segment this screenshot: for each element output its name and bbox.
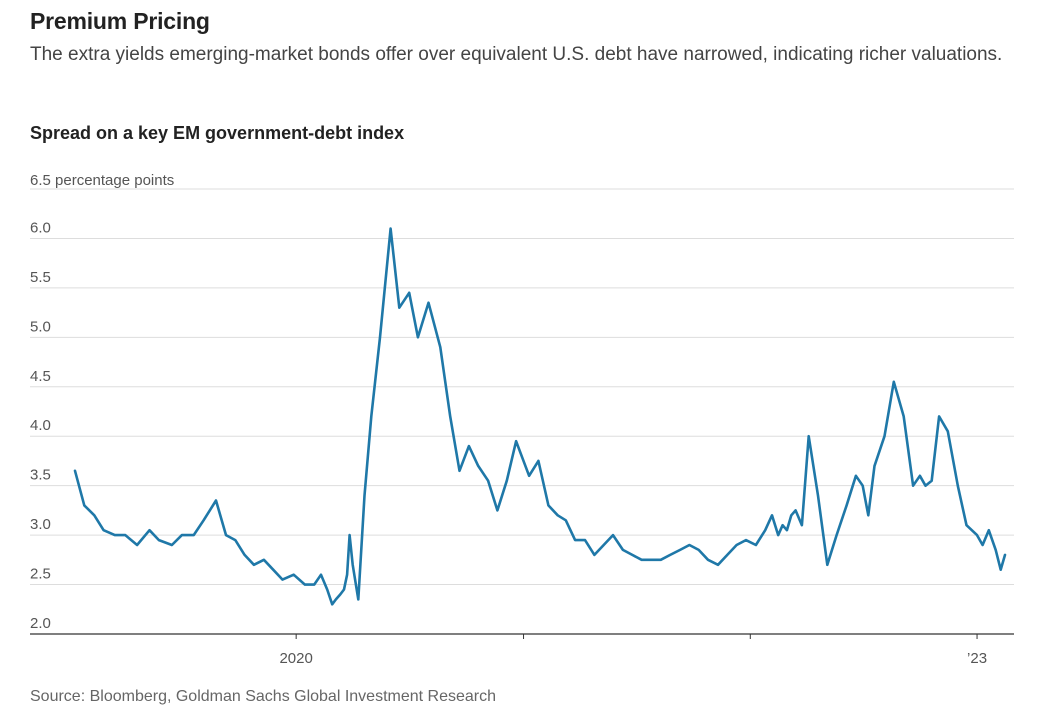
chart-title: Premium Pricing	[30, 8, 210, 34]
y-tick-label: 6.0	[30, 219, 51, 236]
chart-subtitle: The extra yields emerging-market bonds o…	[30, 44, 1003, 65]
gridlines	[30, 188, 1014, 586]
x-tick-label: ’23	[967, 650, 987, 667]
chart-heading: Spread on a key EM government-debt index	[30, 123, 405, 143]
x-axis-ticks: 2020 ’23	[279, 634, 987, 667]
series-layer	[73, 227, 1007, 606]
y-axis-ticks: 2.0 2.5 3.0 3.5 4.0 4.5 5.0 5.5 6.0 6.5 percentag…	[30, 172, 174, 632]
y-tick-label: 5.5	[30, 269, 51, 286]
y-tick-label: 4.0	[30, 417, 51, 434]
series-line	[73, 227, 1007, 606]
x-tick-label: 2020	[279, 650, 312, 667]
y-tick-label: 6.5 percentage points	[30, 172, 174, 189]
y-tick-label: 2.0	[30, 615, 51, 632]
y-tick-label: 4.5	[30, 368, 51, 385]
y-tick-label: 2.5	[30, 566, 51, 583]
source-note: Source: Bloomberg, Goldman Sachs Global …	[30, 688, 497, 705]
y-tick-label: 3.5	[30, 467, 51, 484]
y-tick-label: 5.0	[30, 318, 51, 335]
line-chart: 2.0 2.5 3.0 3.5 4.0 4.5 5.0 5.5 6.0 6.5 percentag…	[30, 172, 1014, 667]
y-tick-label: 3.0	[30, 516, 51, 533]
